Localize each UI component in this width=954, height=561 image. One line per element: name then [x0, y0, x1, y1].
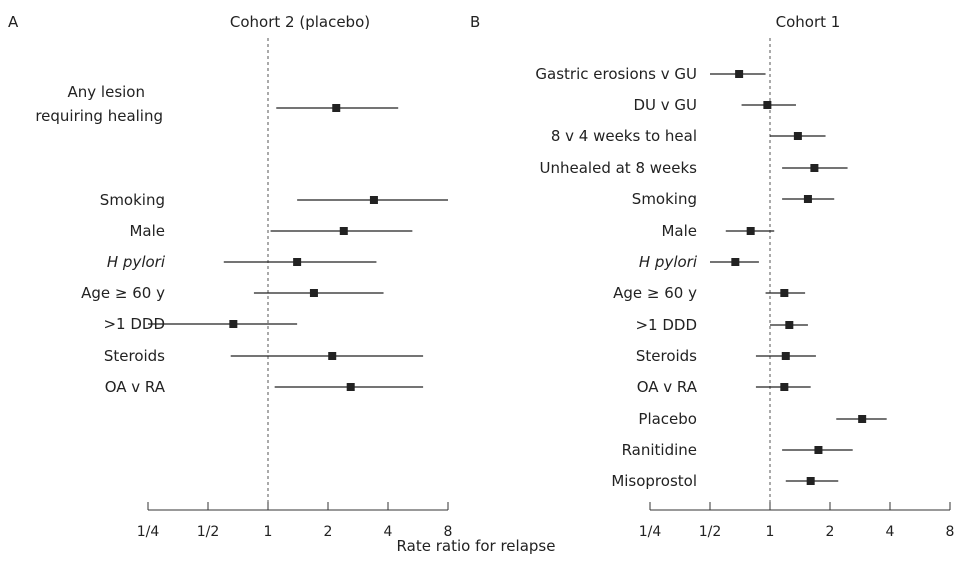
panel-b-row-label: Gastric erosions v GU — [535, 65, 697, 83]
panel-a-point-estimate — [328, 352, 337, 360]
panel-b-point-estimate — [785, 321, 794, 329]
panel-b-point-estimate — [806, 477, 815, 485]
panel-b-row-label: Smoking — [632, 190, 697, 208]
panel-a-row-label: Any lesion — [68, 83, 145, 101]
panel-a-point-estimate — [309, 289, 318, 297]
panel-a-x-tick-label: 1 — [264, 524, 273, 540]
panel-b-row-label: OA v RA — [637, 378, 698, 396]
panel-a-row-label: Age ≥ 60 y — [81, 284, 165, 302]
panel-b-row-label: H pylori — [639, 253, 698, 271]
panel-b-x-tick-label: 4 — [886, 524, 895, 540]
panel-a-row-label: Male — [129, 222, 165, 240]
panel-b-row-label: Ranitidine — [622, 441, 697, 459]
panel-a-row-label: H pylori — [107, 253, 166, 271]
panel-a-x-tick-label: 4 — [384, 524, 393, 540]
panel-a-point-estimate — [346, 383, 355, 391]
panel-a-row-label: Steroids — [104, 347, 165, 365]
panel-letter-a: A — [8, 13, 19, 31]
panel-a-x-tick-label: 8 — [444, 524, 453, 540]
panel-a-row-label: >1 DDD — [103, 315, 165, 333]
panel-b-x-tick-label: 8 — [946, 524, 954, 540]
panel-a-x-tick-label: 1/4 — [137, 524, 160, 540]
panel-b-row-label: Steroids — [636, 347, 697, 365]
panel-letter-b: B — [470, 13, 480, 31]
panel-b-row-label: Male — [661, 222, 697, 240]
panel-a-point-estimate — [229, 320, 238, 328]
panel-b-row-label: Age ≥ 60 y — [613, 284, 697, 302]
panel-b-point-estimate — [780, 289, 789, 297]
panel-b-title: Cohort 1 — [776, 13, 841, 31]
panel-b-row-label: Placebo — [638, 410, 697, 428]
panel-b-point-estimate — [810, 164, 819, 172]
panel-b-x-tick-label: 2 — [826, 524, 835, 540]
panel-b-row-label: Unhealed at 8 weeks — [540, 159, 698, 177]
panel-a-row-label-line2: requiring healing — [35, 107, 163, 125]
panel-b-point-estimate — [780, 383, 789, 391]
panel-a-x-tick-label: 1/2 — [197, 524, 220, 540]
panel-b-row-label: DU v GU — [633, 96, 697, 114]
panel-b-x-tick-label: 1/2 — [699, 524, 722, 540]
panel-b-point-estimate — [814, 446, 823, 454]
panel-b-plot: 1/4 1/2 1 2 4 8 Gastric erosions v GU DU v GU 8 … — [535, 38, 954, 540]
panel-b-point-estimate — [781, 352, 790, 360]
panel-a-title: Cohort 2 (placebo) — [230, 13, 370, 31]
panel-b-point-estimate — [803, 195, 812, 203]
panel-b-point-estimate — [858, 415, 867, 423]
panel-b-point-estimate — [731, 258, 740, 266]
panel-b-row-label: 8 v 4 weeks to heal — [551, 127, 697, 145]
panel-b-row-label: Misoprostol — [611, 472, 697, 490]
panel-a-plot: 1/4 1/2 1 2 4 8 Any lesion requiring healing Smo… — [35, 38, 452, 540]
x-axis-label: Rate ratio for relapse — [397, 537, 556, 555]
panel-b-x-tick-label: 1 — [766, 524, 775, 540]
panel-b-point-estimate — [793, 132, 802, 140]
panel-a-x-tick-label: 2 — [324, 524, 333, 540]
panel-a-point-estimate — [293, 258, 302, 266]
panel-a-point-estimate — [332, 104, 341, 112]
panel-b-point-estimate — [735, 70, 744, 78]
panel-b-x-tick-label: 1/4 — [639, 524, 662, 540]
panel-b-point-estimate — [746, 227, 755, 235]
panel-a-row-label: Smoking — [100, 191, 165, 209]
panel-a-row-label: OA v RA — [105, 378, 166, 396]
panel-a-point-estimate — [369, 196, 378, 204]
panel-a-point-estimate — [339, 227, 348, 235]
panel-b-point-estimate — [763, 101, 772, 109]
panel-b-row-label: >1 DDD — [635, 316, 697, 334]
